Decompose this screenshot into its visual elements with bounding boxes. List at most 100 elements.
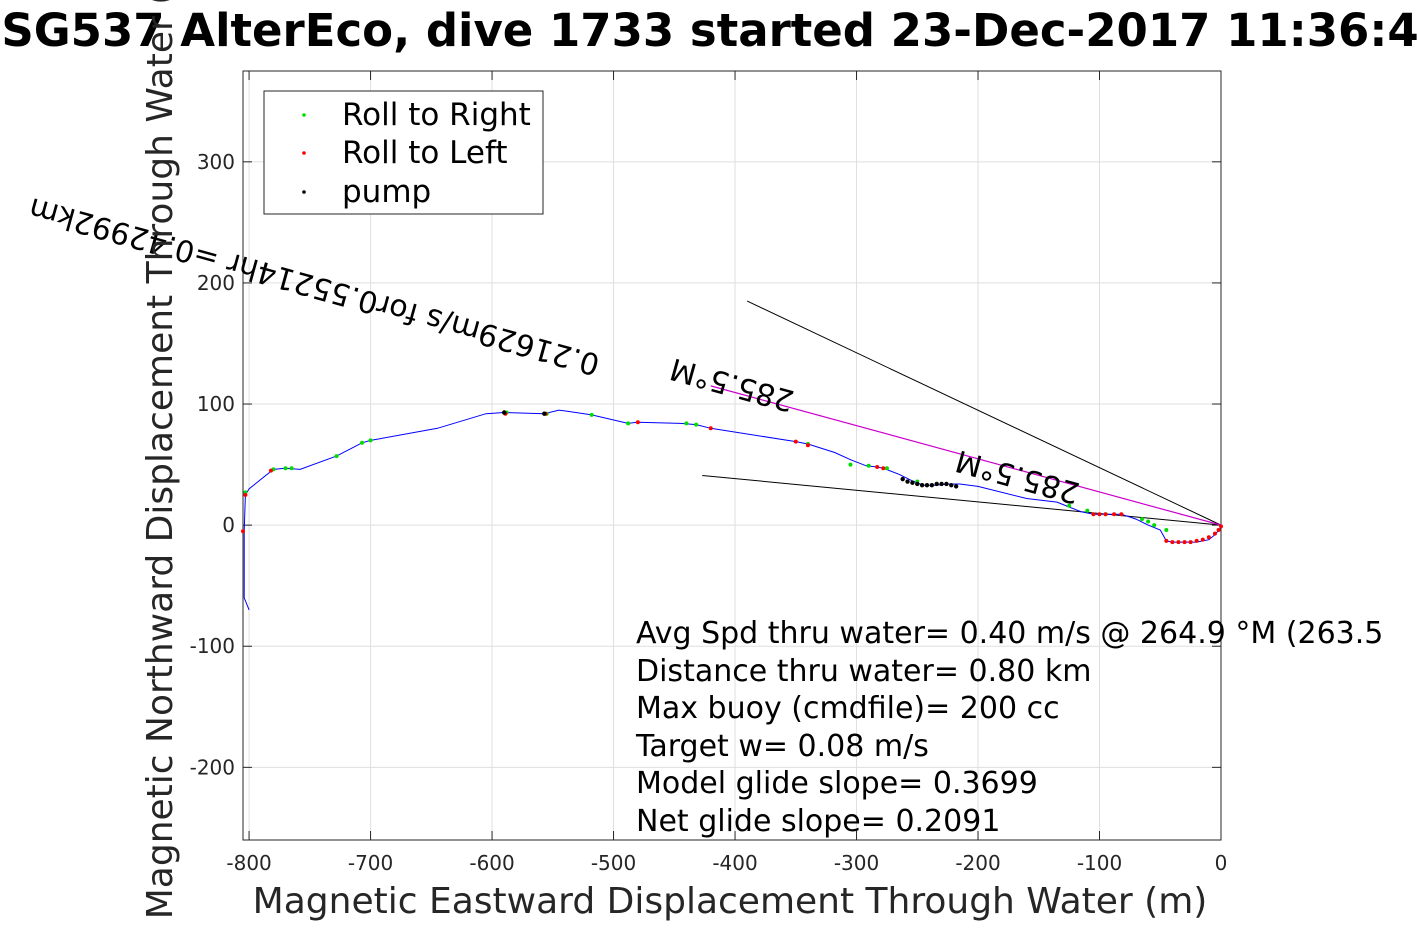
- roll-left-point: [1103, 512, 1108, 517]
- legend-box: [263, 90, 544, 215]
- y-tick-label: 200: [197, 271, 235, 295]
- roll-right-point: [694, 422, 699, 427]
- rotated-annotation: 285.5°M: [666, 350, 798, 418]
- roll-left-point: [1176, 540, 1181, 545]
- roll-right-point: [884, 466, 889, 471]
- roll-left-point: [881, 466, 886, 471]
- roll-right-point: [626, 421, 631, 426]
- pump-point: [919, 482, 925, 488]
- pump-point: [929, 482, 935, 488]
- x-axis-label: Magnetic Eastward Displacement Through W…: [253, 881, 1208, 922]
- roll-left-point: [1119, 512, 1124, 517]
- rotated-annotation: 285.5°M: [952, 442, 1084, 510]
- note-max-buoy: Max buoy (cmdfile)= 200 cc: [636, 691, 1060, 726]
- note-avg-speed: Avg Spd thru water= 0.40 m/s @ 264.9 °M …: [636, 616, 1383, 651]
- y-tick-label: -100: [190, 634, 235, 658]
- legend-marker-roll-right: [302, 113, 306, 117]
- roll-left-point: [875, 465, 880, 470]
- roll-left-point: [1097, 512, 1102, 517]
- pump-point: [944, 481, 949, 487]
- roll-left-point: [1219, 524, 1223, 529]
- x-tick-label: -700: [348, 851, 393, 875]
- roll-left-point: [1212, 531, 1217, 536]
- roll-left-point: [1170, 540, 1175, 545]
- roll-left-point: [1194, 538, 1199, 543]
- roll-left-point: [1164, 538, 1169, 543]
- x-tick-label: -500: [591, 851, 636, 875]
- roll-left-point: [1200, 537, 1205, 542]
- legend: Roll to Right Roll to Left pump: [263, 90, 544, 215]
- roll-right-point: [684, 421, 689, 426]
- pump-point: [934, 481, 939, 487]
- x-tick-label: -800: [226, 851, 271, 875]
- roll-right-point: [589, 412, 594, 417]
- roll-right-point: [1140, 517, 1145, 522]
- roll-right-point: [1067, 503, 1072, 508]
- overlay-lines: [702, 300, 1222, 526]
- plot-area-frame: [242, 70, 1222, 841]
- note-net-glide: Net glide slope= 0.2091: [636, 804, 1000, 839]
- pump-point: [905, 479, 910, 484]
- roll-left-point: [805, 443, 810, 448]
- chart-title: SG537 AlterEco, dive 1733 started 23-Dec…: [1, 4, 1417, 57]
- current-vector-line: [710, 385, 1222, 526]
- pump-point: [900, 476, 905, 482]
- roll-right-point: [368, 438, 373, 443]
- note-distance: Distance thru water= 0.80 km: [636, 654, 1091, 689]
- roll-right-point: [283, 466, 288, 471]
- roll-right-point: [1085, 508, 1090, 513]
- roll-right-point: [1164, 527, 1169, 532]
- roll-left-point: [1112, 512, 1117, 517]
- roll-left-point: [1182, 540, 1187, 545]
- y-tick-label: 100: [197, 392, 235, 416]
- pump-point: [915, 481, 920, 487]
- reference-line: [746, 300, 1222, 526]
- roll-right-point: [1152, 523, 1157, 528]
- grid: [243, 71, 1222, 840]
- x-tick-label: -200: [955, 851, 1000, 875]
- data-markers: [241, 410, 1223, 545]
- legend-marker-roll-left: [302, 151, 306, 155]
- y-tick-label: 0: [222, 513, 235, 537]
- roll-right-point: [848, 462, 853, 467]
- roll-left-point: [793, 439, 798, 444]
- x-tick-label: -300: [834, 851, 879, 875]
- x-tick-label: -400: [712, 851, 757, 875]
- roll-left-point: [268, 468, 273, 473]
- legend-label-roll-right: Roll to Right: [342, 97, 531, 133]
- reference-line: [702, 474, 1222, 526]
- pump-point: [542, 411, 547, 416]
- roll-right-point: [360, 440, 365, 445]
- legend-marker-pump: [302, 190, 306, 194]
- pump-point: [502, 410, 507, 415]
- roll-left-point: [708, 426, 713, 431]
- axis-ticks: -800 -700 -600 -500 -400 -300 -200 -100 0 -200 -10…: [190, 71, 1228, 875]
- x-tick-label: 0: [1215, 851, 1228, 875]
- note-model-glide: Model glide slope= 0.3699: [636, 766, 1038, 801]
- pump-point: [924, 482, 930, 488]
- legend-label-roll-left: Roll to Left: [342, 135, 508, 171]
- roll-left-point: [243, 492, 248, 497]
- roll-left-point: [1216, 527, 1221, 532]
- rotated-annotation: 0.21629m/s for0.55214hr =0.42992km: [25, 190, 603, 382]
- y-tick-label: -200: [190, 755, 235, 779]
- pump-point: [910, 480, 915, 485]
- pump-point: [949, 482, 954, 488]
- note-target-w: Target w= 0.08 m/s: [635, 729, 929, 764]
- pump-point: [939, 481, 944, 487]
- roll-right-point: [334, 454, 339, 459]
- pump-point: [953, 484, 959, 489]
- roll-left-point: [635, 420, 640, 425]
- legend-label-pump: pump: [342, 174, 431, 210]
- stats-annotations: Avg Spd thru water= 0.40 m/s @ 264.9 °M …: [635, 616, 1383, 839]
- roll-left-point: [1091, 512, 1096, 517]
- roll-left-point: [1206, 535, 1211, 540]
- roll-right-point: [866, 463, 871, 468]
- y-tick-label: 300: [197, 150, 235, 174]
- roll-right-point: [1146, 519, 1151, 524]
- rotated-annotations: 285.5°M 0.21629m/s for0.55214hr =0.42992k…: [25, 190, 1083, 510]
- roll-right-point: [289, 466, 294, 471]
- x-tick-label: -100: [1077, 851, 1122, 875]
- y-axis-label: Magnetic Northward Displacement Through …: [140, 0, 181, 919]
